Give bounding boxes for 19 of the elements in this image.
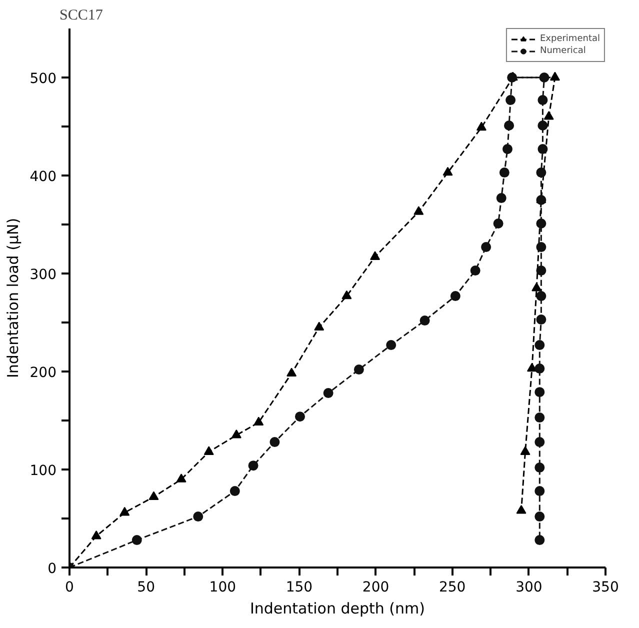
x-tick-label: 200	[362, 580, 390, 596]
x-tick-label: 0	[65, 580, 74, 596]
legend-label: Experimental	[540, 34, 600, 44]
y-tick-label: 400	[30, 169, 57, 185]
x-tick-label: 250	[438, 580, 466, 596]
x-tick-label: 50	[137, 580, 155, 596]
y-tick-label: 100	[30, 463, 57, 479]
x-tick-label: 350	[592, 580, 619, 596]
x-tick-label: 100	[209, 580, 236, 596]
y-axis-title: Indentation load (μN)	[4, 218, 22, 378]
y-tick-label: 300	[30, 267, 57, 283]
y-tick-label: 500	[30, 71, 57, 87]
legend-label: Numerical	[540, 46, 586, 56]
x-tick-label: 300	[516, 580, 542, 596]
chart-title: SCC17	[60, 8, 104, 24]
y-tick-label: 200	[30, 365, 57, 381]
x-axis-title: Indentation depth (nm)	[250, 600, 426, 618]
y-tick-label: 0	[48, 561, 57, 577]
x-tick-label: 150	[286, 580, 313, 596]
